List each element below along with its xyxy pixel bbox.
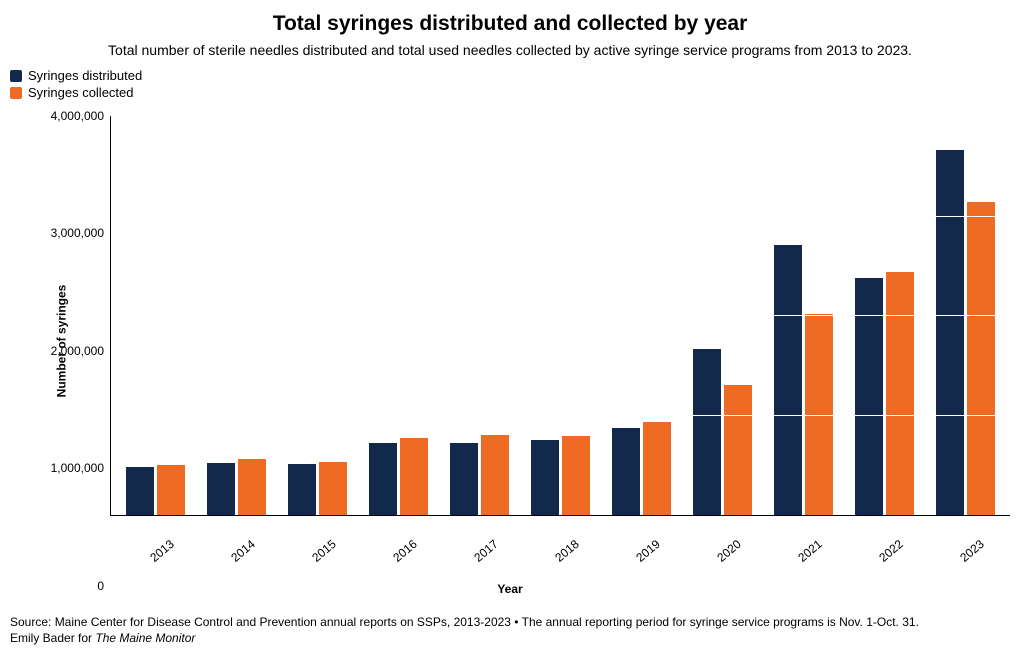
bar [481,435,509,515]
xtick-label: 2021 [795,533,829,565]
ytick-label: 2,000,000 [14,344,104,358]
x-axis-label: Year [10,582,1010,596]
legend-swatch-collected [10,87,22,99]
gridline [111,216,1010,217]
bar [612,428,640,515]
gridline [111,116,1010,117]
bar [724,385,752,515]
xtick-label: 2017 [471,533,505,565]
gridline [111,415,1010,416]
ytick-label: 0 [14,579,104,593]
ytick-label: 4,000,000 [14,109,104,123]
ytick-label: 1,000,000 [14,461,104,475]
bar [369,443,397,515]
gridline [111,315,1010,316]
source-line: Source: Maine Center for Disease Control… [10,614,1010,630]
legend-label-collected: Syringes collected [28,85,134,102]
xtick-label: 2016 [390,533,424,565]
chart-subtitle: Total number of sterile needles distribu… [10,42,1010,58]
bar [531,440,559,515]
chart-area: Number of syringes 201320142015201620172… [10,106,1010,576]
bar [400,438,428,515]
legend-label-distributed: Syringes distributed [28,68,142,85]
xtick-label: 2022 [876,533,910,565]
chart-title: Total syringes distributed and collected… [10,12,1010,36]
bar [774,245,802,514]
xtick-label: 2014 [228,533,262,565]
bar [157,465,185,515]
bar [855,278,883,514]
xtick-label: 2023 [957,533,991,565]
byline-prefix: Emily Bader for [10,631,95,645]
bar [450,443,478,515]
legend: Syringes distributed Syringes collected [10,68,1010,102]
bar [936,150,964,515]
bar [562,436,590,515]
y-axis-label: Number of syringes [54,284,68,397]
legend-item-distributed: Syringes distributed [10,68,1010,85]
bar [288,464,316,515]
bar [238,459,266,515]
xtick-label: 2019 [633,533,667,565]
ytick-label: 3,000,000 [14,226,104,240]
xtick-label: 2015 [309,533,343,565]
byline: Emily Bader for The Maine Monitor [10,630,1010,646]
bar [319,462,347,515]
bar [207,463,235,515]
bar [693,349,721,515]
plot-region: 2013201420152016201720182019202020212022… [110,116,1010,516]
bar [126,467,154,515]
legend-swatch-distributed [10,70,22,82]
xtick-label: 2013 [147,533,181,565]
xtick-label: 2018 [552,533,586,565]
bar [643,422,671,515]
bar [886,272,914,514]
chart-footer: Source: Maine Center for Disease Control… [10,614,1010,646]
legend-item-collected: Syringes collected [10,85,1010,102]
xtick-label: 2020 [714,533,748,565]
byline-outlet: The Maine Monitor [95,631,195,645]
bar [967,202,995,515]
